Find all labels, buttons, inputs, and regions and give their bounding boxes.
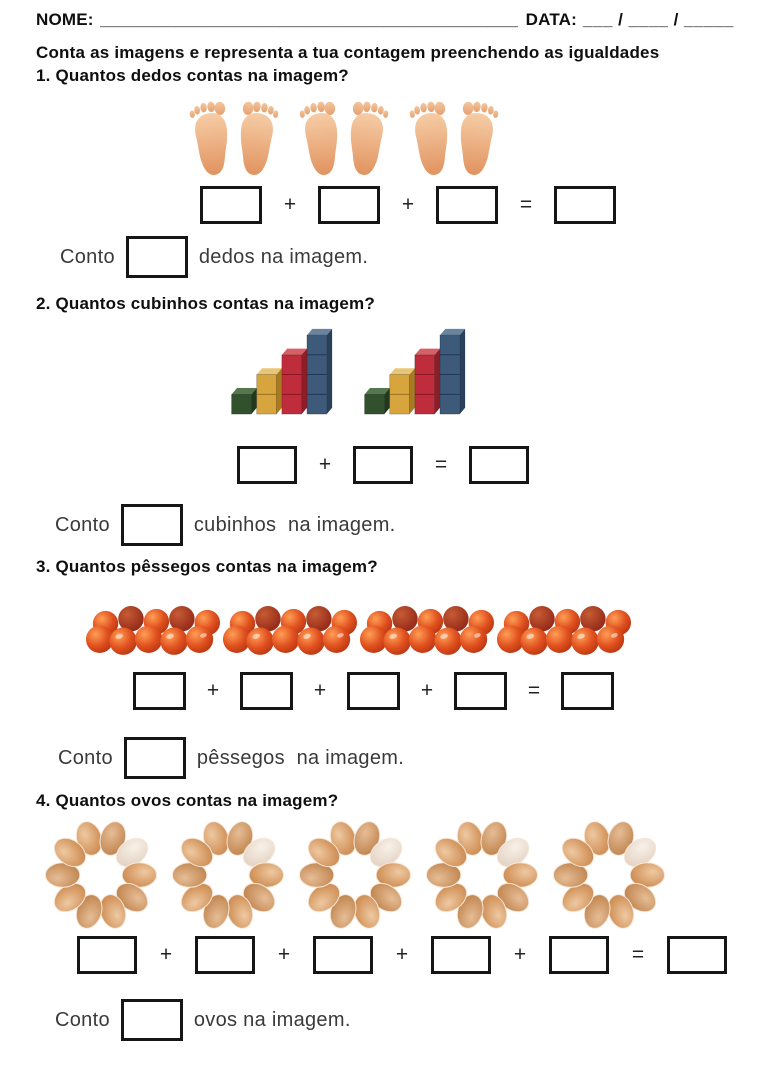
egg-images-row	[42, 816, 668, 934]
feet-images-row	[186, 99, 502, 177]
conto-label: Conto	[58, 746, 113, 769]
total-answer-box[interactable]	[120, 999, 183, 1041]
question-3-heading: 3. Quantos pêssegos contas na imagem?	[36, 557, 378, 576]
question-2-heading: 2. Quantos cubinhos contas na imagem?	[36, 294, 375, 313]
egg-ring-image	[552, 817, 666, 933]
question-4-heading: 4. Quantos ovos contas na imagem?	[36, 791, 339, 810]
plus-sign: +	[395, 943, 409, 966]
total-answer-box[interactable]	[123, 737, 186, 779]
peach-cluster-image	[359, 605, 495, 655]
total-answer-box[interactable]	[120, 504, 183, 546]
conto-label: Conto	[60, 245, 115, 268]
answer-box[interactable]	[667, 936, 727, 974]
answer-box[interactable]	[318, 186, 380, 224]
date-write-line[interactable]: ___ / ____ / _____	[583, 10, 734, 29]
conto-suffix: pêssegos na imagem.	[196, 746, 405, 769]
conto-suffix: cubinhos na imagem.	[193, 513, 396, 536]
answer-box[interactable]	[200, 186, 262, 224]
peach-cluster-image	[496, 605, 632, 655]
answer-box[interactable]	[554, 186, 616, 224]
equals-sign: =	[434, 453, 448, 476]
peach-cluster-image	[85, 605, 221, 655]
cube-stack-image	[364, 328, 466, 415]
answer-box[interactable]	[240, 672, 293, 710]
conto-label: Conto	[55, 513, 110, 536]
answer-box[interactable]	[469, 446, 529, 484]
name-write-line[interactable]: ________________________________________…	[99, 10, 518, 29]
conto-suffix: ovos na imagem.	[193, 1008, 351, 1031]
plus-sign: +	[313, 679, 327, 702]
plus-sign: +	[159, 943, 173, 966]
peach-images-row	[84, 600, 632, 657]
conto-row-4: Conto ovos na imagem.	[55, 999, 351, 1041]
equation-row-4: + + + + =	[77, 936, 727, 974]
equals-sign: =	[519, 193, 533, 216]
date-label: DATA:	[525, 10, 578, 29]
question-1-heading: 1. Quantos dedos contas na imagem?	[36, 66, 349, 85]
plus-sign: +	[277, 943, 291, 966]
feet-pair-image	[406, 99, 502, 177]
answer-box[interactable]	[195, 936, 255, 974]
equals-sign: =	[527, 679, 541, 702]
plus-sign: +	[401, 193, 415, 216]
answer-box[interactable]	[313, 936, 373, 974]
peach-cluster-image	[222, 605, 358, 655]
answer-box[interactable]	[347, 672, 400, 710]
feet-pair-image	[186, 99, 282, 177]
conto-row-3: Conto pêssegos na imagem.	[58, 737, 404, 779]
conto-label: Conto	[55, 1008, 110, 1031]
answer-box[interactable]	[237, 446, 297, 484]
equation-row-2: + =	[237, 446, 529, 484]
egg-ring-image	[44, 817, 158, 933]
egg-ring-image	[171, 817, 285, 933]
answer-box[interactable]	[431, 936, 491, 974]
name-label: NOME:	[36, 10, 94, 29]
egg-ring-image	[425, 817, 539, 933]
cube-images-row	[228, 326, 466, 416]
answer-box[interactable]	[353, 446, 413, 484]
total-answer-box[interactable]	[125, 236, 188, 278]
instruction-text: Conta as imagens e representa a tua cont…	[36, 43, 660, 62]
answer-box[interactable]	[561, 672, 614, 710]
egg-ring-image	[298, 817, 412, 933]
equals-sign: =	[631, 943, 645, 966]
plus-sign: +	[318, 453, 332, 476]
answer-box[interactable]	[77, 936, 137, 974]
conto-suffix: dedos na imagem.	[198, 245, 369, 268]
cube-stack-image	[231, 328, 333, 415]
answer-box[interactable]	[549, 936, 609, 974]
plus-sign: +	[206, 679, 220, 702]
conto-row-1: Conto dedos na imagem.	[60, 236, 368, 278]
header-row: NOME: __________________________________…	[36, 10, 736, 30]
answer-box[interactable]	[133, 672, 186, 710]
plus-sign: +	[513, 943, 527, 966]
equation-row-3: + + + =	[133, 672, 614, 710]
plus-sign: +	[420, 679, 434, 702]
feet-pair-image	[296, 99, 392, 177]
plus-sign: +	[283, 193, 297, 216]
conto-row-2: Conto cubinhos na imagem.	[55, 504, 396, 546]
answer-box[interactable]	[454, 672, 507, 710]
equation-row-1: + + =	[200, 186, 616, 224]
answer-box[interactable]	[436, 186, 498, 224]
